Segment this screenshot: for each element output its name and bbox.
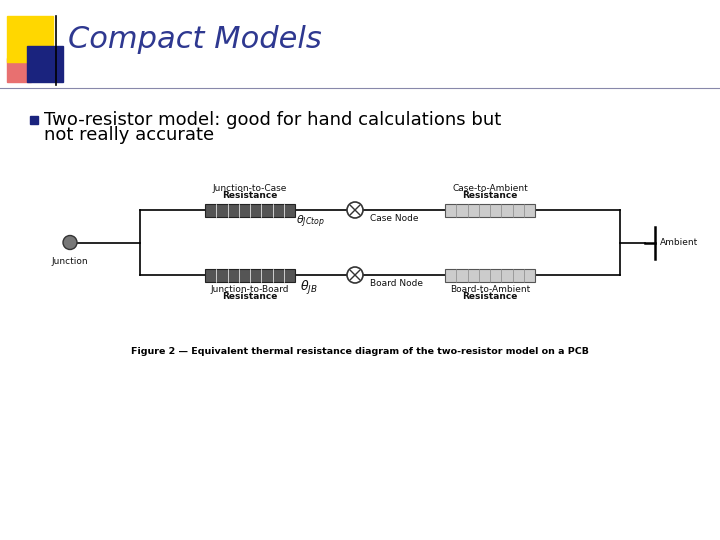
Text: Case Node: Case Node bbox=[370, 214, 418, 223]
Text: Board Node: Board Node bbox=[370, 279, 423, 288]
Bar bbox=[27, 46, 63, 82]
Text: Compact Models: Compact Models bbox=[68, 25, 322, 55]
Text: Two-resistor model: good for hand calculations but: Two-resistor model: good for hand calcul… bbox=[44, 111, 501, 129]
Text: Junction-to-Case: Junction-to-Case bbox=[213, 184, 287, 193]
Text: Figure 2 — Equivalent thermal resistance diagram of the two-resistor model on a : Figure 2 — Equivalent thermal resistance… bbox=[131, 348, 589, 356]
Text: Resistance: Resistance bbox=[222, 292, 278, 301]
Text: Resistance: Resistance bbox=[462, 191, 518, 200]
Circle shape bbox=[347, 202, 363, 218]
Bar bbox=[205, 204, 295, 217]
Bar bbox=[7, 16, 53, 62]
Bar bbox=[7, 58, 31, 82]
Bar bbox=[30, 116, 38, 124]
Text: $\theta_{JCtop}$: $\theta_{JCtop}$ bbox=[296, 214, 325, 231]
Text: Board-to-Ambient: Board-to-Ambient bbox=[450, 285, 530, 294]
Bar bbox=[445, 204, 535, 217]
Text: not really accurate: not really accurate bbox=[44, 126, 214, 144]
Circle shape bbox=[347, 267, 363, 283]
Text: Resistance: Resistance bbox=[462, 292, 518, 301]
Circle shape bbox=[63, 235, 77, 249]
Text: Case-to-Ambient: Case-to-Ambient bbox=[452, 184, 528, 193]
Text: Ambient: Ambient bbox=[660, 238, 698, 247]
Text: $\theta_{JB}$: $\theta_{JB}$ bbox=[300, 279, 318, 297]
Bar bbox=[205, 268, 295, 281]
Bar bbox=[445, 268, 535, 281]
Text: Junction: Junction bbox=[52, 256, 89, 266]
Text: Junction-to-Board: Junction-to-Board bbox=[211, 285, 289, 294]
Text: Resistance: Resistance bbox=[222, 191, 278, 200]
